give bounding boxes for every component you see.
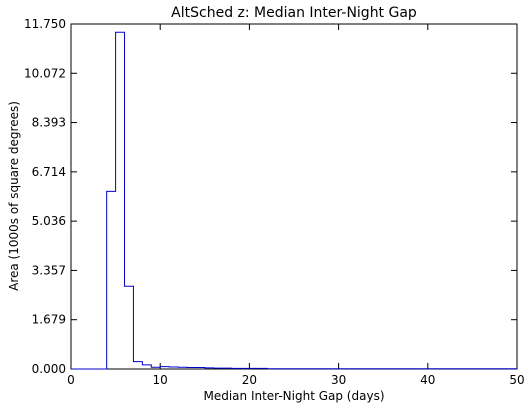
x-tick-label: 50 — [509, 373, 524, 387]
y-axis-ticks — [71, 23, 517, 370]
x-tick-label: 30 — [331, 373, 346, 387]
y-tick-label: 5.036 — [32, 214, 66, 228]
x-tick-label: 40 — [420, 373, 435, 387]
y-axis-tick-labels: 0.000 1.679 3.357 5.036 6.714 8.393 10.072 11.7… — [24, 17, 66, 376]
y-tick-label: 8.393 — [32, 116, 66, 130]
x-tick-label: 20 — [242, 373, 257, 387]
x-axis-label: Median Inter-Night Gap (days) — [203, 389, 384, 403]
y-tick-label: 0.000 — [32, 362, 66, 376]
x-axis-tick-labels: 0 10 20 30 40 50 — [67, 373, 524, 387]
y-tick-label: 10.072 — [24, 66, 66, 80]
y-axis-label: Area (1000s of square degrees) — [7, 101, 21, 291]
histogram-series-line — [71, 31, 517, 370]
y-tick-label: 6.714 — [32, 165, 66, 179]
x-tick-label: 0 — [67, 373, 75, 387]
x-tick-label: 10 — [153, 373, 168, 387]
y-tick-label: 11.750 — [24, 17, 66, 31]
y-tick-label: 3.357 — [32, 263, 66, 277]
x-axis-ticks — [70, 24, 518, 369]
y-tick-label: 1.679 — [32, 313, 66, 327]
chart-title: AltSched z: Median Inter-Night Gap — [171, 5, 417, 21]
plot-frame — [70, 23, 518, 370]
plot-area — [70, 23, 518, 370]
